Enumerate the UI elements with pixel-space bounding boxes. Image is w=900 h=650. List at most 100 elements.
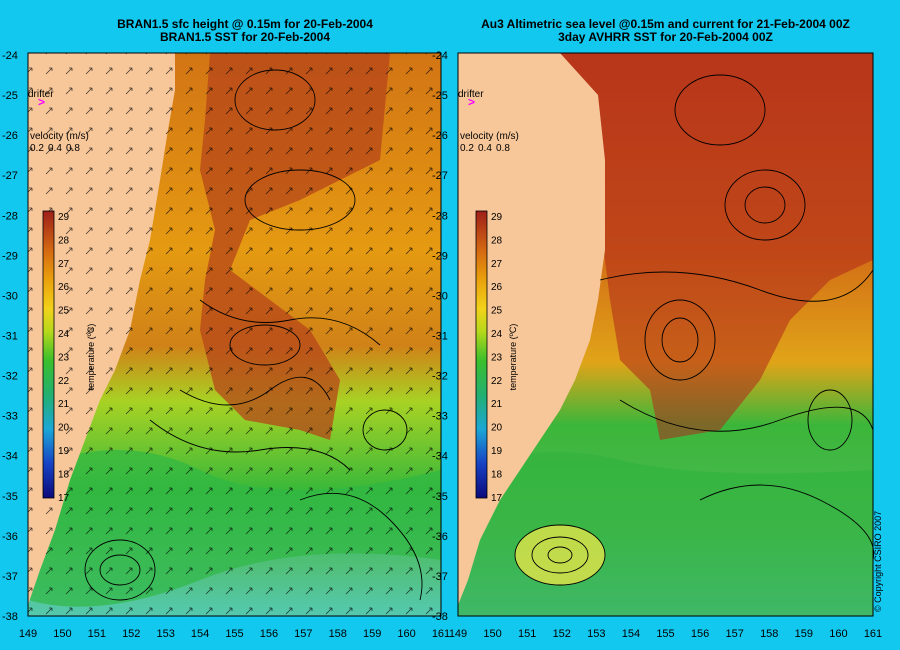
colorbar-tick-label: 25 [491,306,503,317]
colorbar-tick-label: 21 [491,399,503,410]
drifter-label-right: drifter [458,89,484,100]
colorbar-tick-label: 29 [58,212,70,223]
colorbar-tick-label: 21 [58,399,70,410]
longitude-tick-label: 152 [122,628,140,640]
longitude-tick-label: 157 [725,628,743,640]
latitude-tick-label: -35 [432,491,448,503]
latitude-tick-label: -35 [2,491,18,503]
right-colorbar [475,210,488,499]
latitude-tick-label: -36 [2,531,18,543]
right-legend: drifter > velocity (m/s) 0.2 0.4 0.8 tem… [458,89,519,499]
velocity-value-right-1: 0.2 [460,143,474,154]
longitude-tick-label: 159 [795,628,813,640]
latitude-tick-label: -36 [432,531,448,543]
longitude-tick-label: 158 [760,628,778,640]
velocity-value-1: 0.2 [30,143,44,154]
right-land [458,53,605,605]
latitude-tick-label: -26 [432,130,448,142]
colorbar-tick-label: 28 [491,235,503,246]
velocity-label-right: velocity (m/s) [460,131,519,142]
colorbar-tick-label: 18 [58,469,70,480]
longitude-tick-label: 155 [656,628,674,640]
left-colorbar-ticks: 29 28 27 26 25 24 23 22 21 20 19 18 17 [58,212,70,504]
left-map-panel [27,52,442,617]
latitude-tick-label: -29 [432,250,448,262]
longitude-tick-label: 155 [225,628,243,640]
longitude-tick-label: 152 [553,628,571,640]
latitude-tick-label: -24 [2,50,18,62]
latitude-tick-label: -26 [2,130,18,142]
colorbar-tick-label: 23 [491,352,503,363]
copyright-text: © Copyright CSIRO 2007 [873,511,883,612]
longitude-tick-label: 154 [191,628,209,640]
colorbar-tick-label: 25 [58,306,70,317]
drifter-marker-icon-right: > [468,95,475,109]
latitude-tick-label: -31 [432,331,448,343]
colorbar-tick-label: 18 [491,469,503,480]
left-longitude-ticks: 149 150 151 152 153 154 155 156 157 158 159 160 161 [19,628,450,640]
left-colorbar-label: temperature (ºC) [86,324,96,391]
latitude-tick-label: -29 [2,250,18,262]
right-contours [514,74,875,586]
latitude-tick-label: -30 [2,290,18,302]
velocity-value-2: 0.4 [48,143,62,154]
longitude-tick-label: 156 [691,628,709,640]
longitude-tick-label: 153 [156,628,174,640]
latitude-tick-label: -33 [432,411,448,423]
right-map-panel [457,52,875,617]
longitude-tick-label: 156 [260,628,278,640]
colorbar-tick-label: 27 [58,259,70,270]
colorbar-tick-label: 29 [491,212,503,223]
latitude-tick-label: -37 [2,571,18,583]
drifter-marker-icon: > [38,95,45,109]
longitude-tick-label: 153 [587,628,605,640]
latitude-tick-label: -32 [2,371,18,383]
latitude-tick-label: -24 [432,50,448,62]
latitude-tick-label: -28 [2,210,18,222]
velocity-value-3: 0.8 [66,143,80,154]
colorbar-tick-label: 24 [58,329,70,340]
right-colorbar-label: temperature (ºC) [508,324,518,391]
left-colorbar [42,210,55,499]
colorbar-tick-label: 17 [58,493,70,504]
left-frame [27,52,442,617]
right-longitude-ticks: 149 150 151 152 153 154 155 156 157 158 159 160 161 [449,628,882,640]
latitude-tick-label: -28 [432,210,448,222]
left-title-line1: BRAN1.5 sfc height @ 0.15m for 20-Feb-20… [117,17,373,31]
left-legend: drifter > velocity (m/s) 0.2 0.4 0.8 tem… [28,89,96,499]
latitude-tick-label: -38 [432,611,448,623]
latitude-tick-label: -34 [432,451,448,463]
longitude-tick-label: 161 [432,628,450,640]
longitude-tick-label: 151 [518,628,536,640]
colorbar-tick-label: 26 [491,282,503,293]
right-eddy [515,525,605,585]
left-panel-title: BRAN1.5 sfc height @ 0.15m for 20-Feb-20… [40,18,450,44]
latitude-tick-label: -30 [432,290,448,302]
colorbar-tick-label: 23 [58,352,70,363]
longitude-tick-label: 157 [294,628,312,640]
colorbar-tick-label: 22 [491,376,503,387]
longitude-tick-label: 150 [53,628,71,640]
colorbar-tick-label: 17 [491,493,503,504]
latitude-tick-label: -27 [432,170,448,182]
velocity-value-right-2: 0.4 [478,143,492,154]
right-title-line2: 3day AVHRR SST for 20-Feb-2004 00Z [558,30,773,44]
colorbar-tick-label: 19 [491,446,503,457]
right-warm-current [555,53,873,440]
velocity-value-right-3: 0.8 [496,143,510,154]
latitude-tick-label: -32 [432,371,448,383]
right-frame [457,52,874,617]
colorbar-tick-label: 22 [58,376,70,387]
latitude-tick-label: -27 [2,170,18,182]
colorbar-tick-label: 19 [58,446,70,457]
longitude-tick-label: 154 [622,628,640,640]
colorbar-tick-label: 24 [491,329,503,340]
longitude-tick-label: 161 [864,628,882,640]
colorbar-tick-label: 20 [491,423,503,434]
longitude-tick-label: 149 [449,628,467,640]
latitude-tick-label: -38 [2,611,18,623]
colorbar-tick-label: 26 [58,282,70,293]
longitude-tick-label: 160 [397,628,415,640]
left-title-line2: BRAN1.5 SST for 20-Feb-2004 [159,30,331,44]
